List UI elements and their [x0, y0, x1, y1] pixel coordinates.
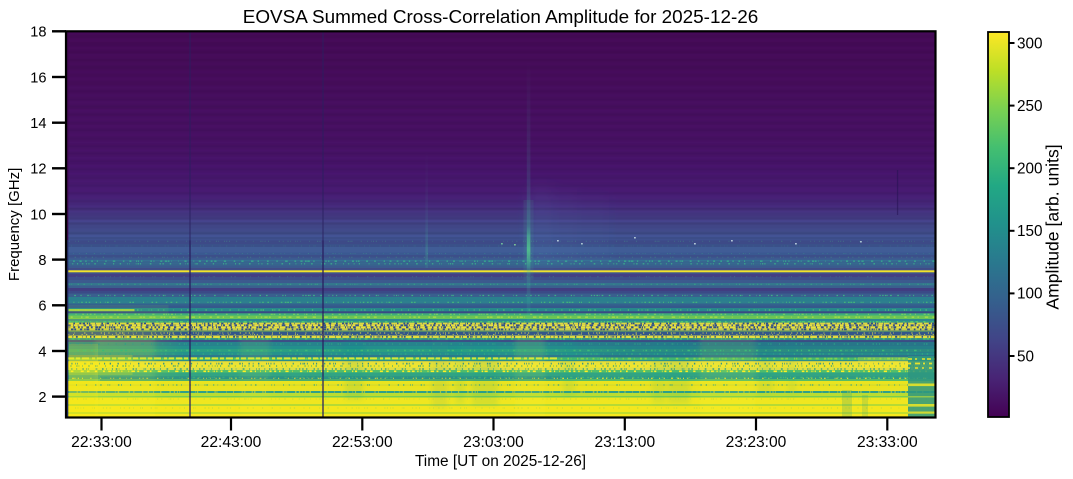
svg-text:23:03:00: 23:03:00 [463, 434, 524, 451]
svg-text:2: 2 [38, 390, 46, 406]
svg-text:Time [UT on 2025-12-26]: Time [UT on 2025-12-26] [415, 453, 586, 470]
svg-text:12: 12 [30, 162, 46, 178]
svg-text:10: 10 [30, 207, 46, 223]
svg-text:23:23:00: 23:23:00 [726, 434, 787, 451]
svg-text:16: 16 [30, 70, 46, 86]
svg-text:6: 6 [38, 299, 46, 315]
svg-text:8: 8 [38, 253, 46, 269]
svg-text:22:53:00: 22:53:00 [332, 434, 393, 451]
svg-text:14: 14 [30, 116, 46, 132]
svg-text:18: 18 [30, 25, 46, 41]
svg-text:50: 50 [1017, 348, 1034, 365]
svg-text:Frequency [GHz]: Frequency [GHz] [6, 168, 23, 281]
svg-text:EOVSA Summed Cross-Correlation: EOVSA Summed Cross-Correlation Amplitude… [243, 7, 759, 28]
svg-text:4: 4 [38, 344, 46, 360]
svg-text:250: 250 [1017, 98, 1043, 115]
svg-text:300: 300 [1017, 35, 1043, 52]
svg-text:22:43:00: 22:43:00 [201, 434, 262, 451]
svg-text:Amplitude [arb. units]: Amplitude [arb. units] [1043, 144, 1063, 309]
svg-text:150: 150 [1017, 223, 1043, 240]
svg-text:23:33:00: 23:33:00 [857, 434, 918, 451]
svg-text:100: 100 [1017, 286, 1043, 303]
svg-text:22:33:00: 22:33:00 [71, 434, 132, 451]
svg-text:23:13:00: 23:13:00 [594, 434, 655, 451]
svg-text:200: 200 [1017, 161, 1043, 178]
